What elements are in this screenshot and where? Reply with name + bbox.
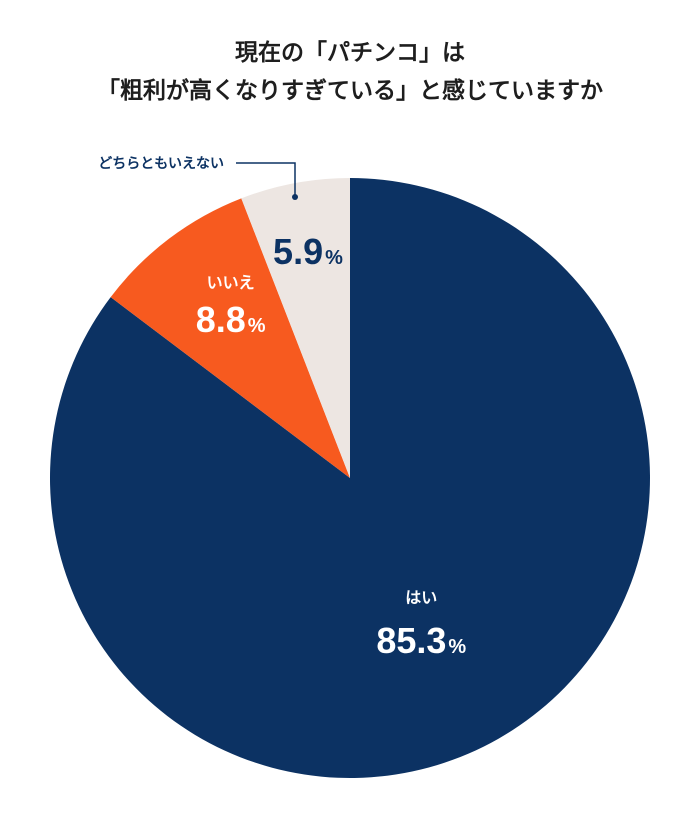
pie-labels: はい 85.3 % いいえ 8.8%5.9 % どちらともいえない: [98, 156, 466, 661]
chart-title-line-2: 「粗利が高くなりすぎている」と感じていますか: [97, 78, 603, 104]
category-label-yes: はい: [405, 588, 437, 607]
callout-line-neither: [236, 162, 296, 196]
category-label-no: いいえ: [207, 273, 255, 292]
value-label-no: 8.8%: [196, 299, 266, 340]
chart-title: 現在の「パチンコ」は 「粗利が高くなりすぎている」と感じていますか: [0, 34, 700, 110]
value-label-yes: 85.3%: [376, 620, 466, 661]
value-label-neither: 5.9%: [273, 231, 343, 272]
slice-neither: [241, 178, 350, 478]
category-label-neither: どちらともいえない: [98, 156, 224, 172]
slice-no: [110, 198, 350, 478]
chart-title-line-1: 現在の「パチンコ」は: [235, 40, 465, 66]
callout-dot-neither: [292, 194, 298, 200]
pie-slices: [49, 178, 651, 778]
